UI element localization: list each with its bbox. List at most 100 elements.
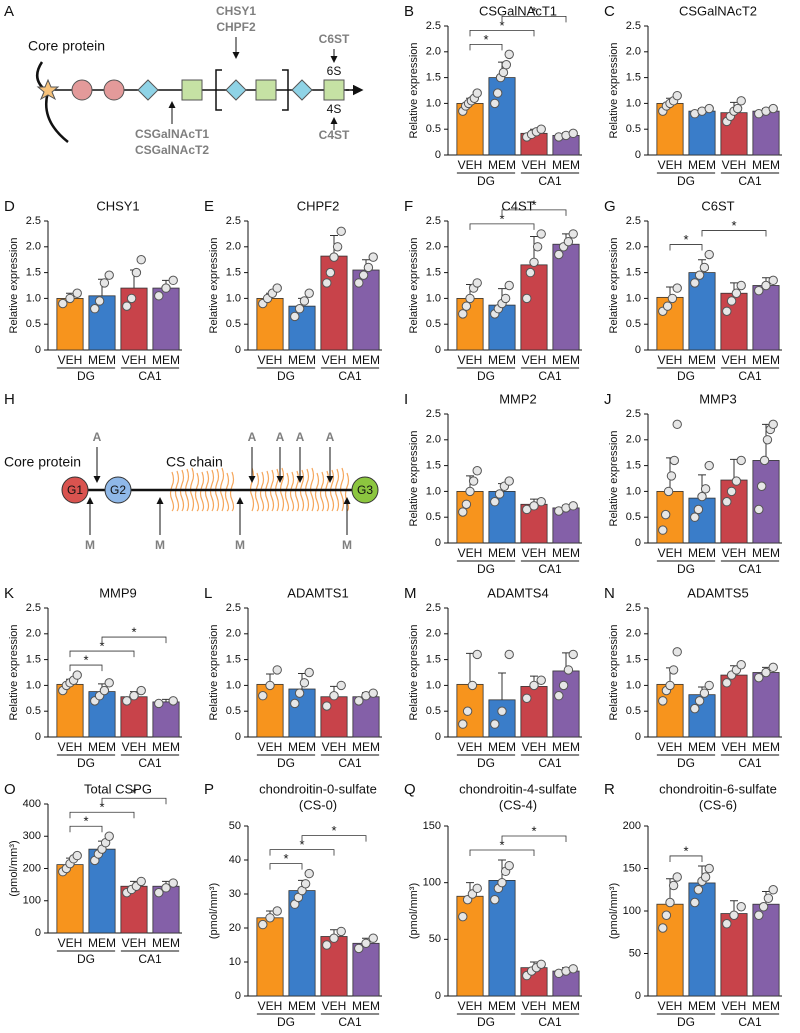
data-point (704, 460, 714, 471)
chart-title: C6ST (701, 198, 734, 213)
y-tick-label: 0 (35, 927, 41, 939)
group-label: DG (277, 1015, 295, 1029)
data-point (65, 293, 75, 304)
panel-label: M (404, 585, 417, 602)
error-bar (466, 652, 474, 685)
panel-label: L (204, 585, 212, 602)
data-point (722, 919, 732, 929)
enzyme: CHPF2 (216, 20, 256, 34)
chart-panel: C CSGalNAcT2 Relative expression 0 0.5 1.0 1.5… (604, 3, 782, 188)
panel-label: J (604, 391, 612, 408)
group-label: DG (477, 174, 495, 188)
cs-chain (174, 470, 180, 512)
y-tick-label: 1.5 (626, 654, 641, 666)
data-point (761, 280, 771, 291)
sig-star: * (83, 653, 88, 668)
data-point (468, 476, 479, 486)
y-tick-label: 2.0 (26, 241, 41, 253)
cs-chain (194, 472, 200, 512)
x-tick-label: VEH (258, 353, 283, 367)
bar (320, 936, 348, 997)
y-tick-label: 2.5 (426, 602, 441, 614)
data-point (665, 680, 675, 691)
x-tick-label: MEM (288, 740, 316, 754)
data-point (490, 497, 500, 507)
data-point (563, 236, 574, 247)
y-tick-label: 1.5 (26, 267, 41, 279)
sig-star: * (531, 197, 536, 212)
data-point (329, 691, 339, 701)
data-point (532, 242, 543, 252)
data-point (672, 283, 682, 293)
x-tick-label: VEH (322, 740, 347, 754)
x-tick-label: VEH (658, 546, 683, 560)
data-point (368, 933, 378, 943)
data-point (354, 943, 364, 954)
group-label: CA1 (138, 369, 162, 383)
data-point (490, 98, 500, 109)
y-tick-label: 0.5 (226, 705, 241, 717)
a-site: A (276, 430, 285, 444)
x-tick-label: MEM (488, 999, 516, 1013)
y-axis-label: Relative expression (408, 238, 420, 334)
data-point (693, 504, 704, 515)
x-tick-label: VEH (722, 999, 747, 1013)
chart-title: ADAMTS4 (487, 585, 548, 600)
chart-panel: E CHPF2 Relative expression 0 0.5 1.0 1.5 2.0 2.… (204, 198, 382, 383)
y-tick-label: 0 (35, 731, 41, 743)
panel-label: B (404, 3, 414, 20)
sig-bracket (69, 825, 103, 833)
m-site: M (235, 538, 245, 552)
data-point (294, 688, 305, 698)
chart-title: MMP2 (499, 391, 537, 406)
data-point (472, 278, 482, 288)
bar (752, 460, 780, 544)
x-tick-label: VEH (458, 353, 483, 367)
y-tick-label: 2.5 (26, 215, 41, 227)
sig-star: * (531, 4, 536, 19)
data-point (754, 672, 764, 683)
cs-chain (319, 471, 325, 512)
x-tick-label: MEM (688, 740, 716, 754)
bracket (215, 69, 222, 111)
y-tick-label: 20 (229, 922, 241, 934)
sig-bracket (469, 43, 503, 51)
data-point (568, 229, 578, 239)
m-site: M (342, 538, 352, 552)
y-tick-label: 0 (235, 344, 241, 356)
data-point (669, 455, 680, 466)
panel-label: P (204, 781, 214, 798)
data-point (522, 293, 532, 304)
data-point (504, 476, 514, 486)
data-point (666, 471, 677, 481)
glcA (137, 79, 159, 101)
group-label: DG (477, 369, 495, 383)
data-point (497, 706, 507, 716)
panel-label: O (4, 781, 16, 798)
y-tick-label: 0.5 (426, 511, 441, 523)
chart-title: MMP9 (99, 585, 137, 600)
group-label: DG (677, 369, 695, 383)
panel-label: E (204, 198, 214, 215)
x-tick-label: VEH (658, 353, 683, 367)
cs-chain (269, 469, 275, 512)
y-tick-label: 1.0 (626, 97, 641, 109)
bar (520, 264, 548, 351)
bar (552, 670, 580, 738)
x-tick-label: VEH (258, 740, 283, 754)
y-axis-label: (pmol/mm³) (608, 883, 620, 939)
chain-label: CS chain (166, 454, 223, 470)
y-axis-label: Relative expression (608, 238, 620, 334)
group-label: CA1 (138, 756, 162, 770)
panel-label: Q (404, 781, 416, 798)
domain-label: G3 (357, 483, 373, 497)
core-curve (35, 61, 69, 143)
group-label: DG (677, 562, 695, 576)
y-tick-label: 300 (23, 830, 41, 842)
data-point (490, 894, 500, 905)
data-point (525, 267, 536, 278)
x-tick-label: MEM (552, 999, 580, 1013)
x-tick-label: MEM (688, 158, 716, 172)
panel-label: F (404, 198, 413, 215)
y-tick-label: 0.5 (626, 318, 641, 330)
